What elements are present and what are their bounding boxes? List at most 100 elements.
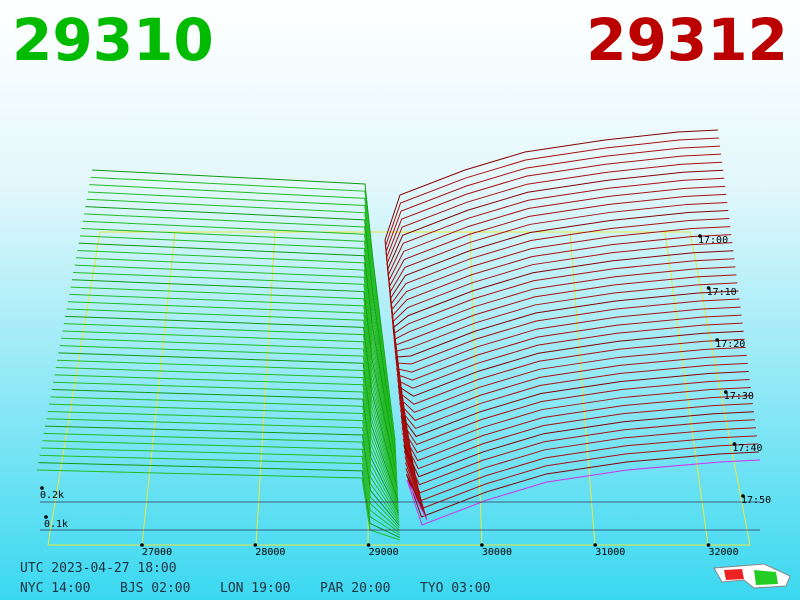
ask-depth-line	[387, 177, 725, 461]
ask-depth-line	[384, 129, 719, 451]
bid-depth-line	[51, 389, 400, 514]
ask-depth-line	[385, 145, 721, 454]
bid-depth-line	[78, 242, 397, 465]
bid-depth-line	[74, 264, 398, 472]
bid-depth-line	[77, 249, 397, 467]
ask-depth-line	[389, 201, 728, 466]
depth-label: 0.2k	[40, 490, 64, 501]
bid-depth-line	[36, 469, 401, 541]
bid-depth-line	[53, 381, 399, 511]
ask-depth-line	[402, 403, 753, 509]
bid-depth-line	[61, 337, 399, 497]
axis-labels: 27000 28000 29000 30000 31000 32000 0.2k 0.1k 17…	[40, 234, 771, 558]
tick-dot	[698, 234, 702, 238]
ask-depth-line	[404, 435, 757, 516]
bid-depth-line	[71, 279, 398, 477]
tick-dot	[44, 515, 48, 519]
ask-depth-line	[400, 370, 749, 502]
bid-depth-line	[86, 198, 396, 450]
bid-depth-line	[91, 169, 396, 441]
bid-depth-line	[39, 454, 401, 536]
price-label: 28000	[255, 547, 285, 558]
time-label: 17:20	[715, 339, 745, 350]
bid-depth-line	[82, 220, 397, 458]
ask-depth-line	[392, 250, 734, 476]
tick-dot	[40, 486, 44, 490]
ask-depth-line	[395, 298, 740, 486]
bid-depth-line	[42, 440, 400, 531]
bid-depth-line	[58, 352, 399, 502]
ask-depth-line	[401, 387, 751, 505]
tick-dot	[140, 543, 144, 547]
tick-dot	[741, 494, 745, 498]
ask-depth-line	[399, 354, 747, 498]
ask-depth-line	[396, 306, 741, 488]
ask-depth-line	[386, 161, 723, 457]
ask-depth-line	[393, 258, 735, 478]
price-label: 31000	[595, 547, 625, 558]
bid-depth-line	[81, 228, 397, 460]
tick-dot	[366, 543, 371, 547]
tick-dot	[253, 543, 258, 547]
bid-depth-line	[79, 235, 397, 463]
ask-depth-line	[390, 226, 731, 471]
ask-depth-line	[391, 234, 732, 473]
ask-depth-line	[401, 379, 750, 504]
bid-price: 29310	[12, 6, 214, 74]
tick-dot	[593, 543, 597, 547]
ask-depth-line	[396, 314, 742, 490]
bid-depth-line	[47, 410, 400, 521]
depth-surface	[36, 129, 761, 541]
ask-depth-line	[403, 411, 754, 510]
time-label: 17:00	[698, 235, 728, 246]
ask-depth-line	[385, 137, 720, 452]
bid-depth-line	[49, 403, 400, 519]
tick-dot	[480, 543, 484, 547]
ask-depth-line	[405, 443, 758, 517]
depth-levels	[40, 501, 760, 531]
bid-depth-line	[67, 301, 398, 485]
ask-depth-line	[386, 153, 722, 456]
bid-depth-line	[70, 286, 398, 480]
tick-dot	[724, 390, 728, 394]
bid-depth-line	[63, 323, 399, 492]
tick-dot	[732, 442, 737, 446]
bid-depth-line	[65, 315, 398, 489]
time-label: 17:10	[707, 287, 737, 298]
ask-depth-line	[404, 427, 756, 514]
bid-depth-line	[55, 367, 399, 507]
bid-depth-line	[54, 374, 399, 509]
time-label: 17:40	[732, 443, 762, 454]
3d-glasses-icon[interactable]	[713, 563, 791, 589]
price-label: 29000	[369, 547, 399, 558]
bid-depth-line	[85, 206, 397, 453]
bid-depth-line	[43, 432, 400, 529]
city-clock: TYO 03:00	[420, 581, 490, 596]
ask-depth-line	[395, 290, 739, 485]
ask-depth-line	[394, 274, 737, 481]
tick-dot	[715, 338, 719, 342]
ask-depth-line	[402, 395, 752, 507]
bid-depth-line	[66, 308, 398, 487]
bid-depth-line	[75, 257, 397, 470]
ask-depth-line	[393, 266, 736, 480]
utc-time: UTC 2023-04-27 18:00	[20, 561, 177, 576]
bid-depth-line	[41, 447, 400, 534]
ask-depth-line	[400, 362, 748, 500]
bid-depth-line	[50, 396, 400, 516]
ask-depth-line	[406, 459, 761, 526]
depth-label: 0.1k	[44, 519, 68, 530]
ask-depth-line	[397, 330, 744, 493]
tick-dot	[706, 286, 711, 290]
bid-depth-line	[62, 330, 399, 494]
city-clock: PAR 20:00	[320, 581, 390, 596]
bid-depth-line	[69, 293, 398, 482]
bid-depth-line	[57, 359, 399, 504]
bid-depth-line	[59, 345, 399, 499]
ask-depth-line	[398, 338, 745, 495]
ask-depth-line	[405, 451, 760, 519]
ask-price: 29312	[586, 6, 788, 74]
city-clock: LON 19:00	[220, 581, 290, 596]
ask-depth-line	[390, 218, 730, 469]
